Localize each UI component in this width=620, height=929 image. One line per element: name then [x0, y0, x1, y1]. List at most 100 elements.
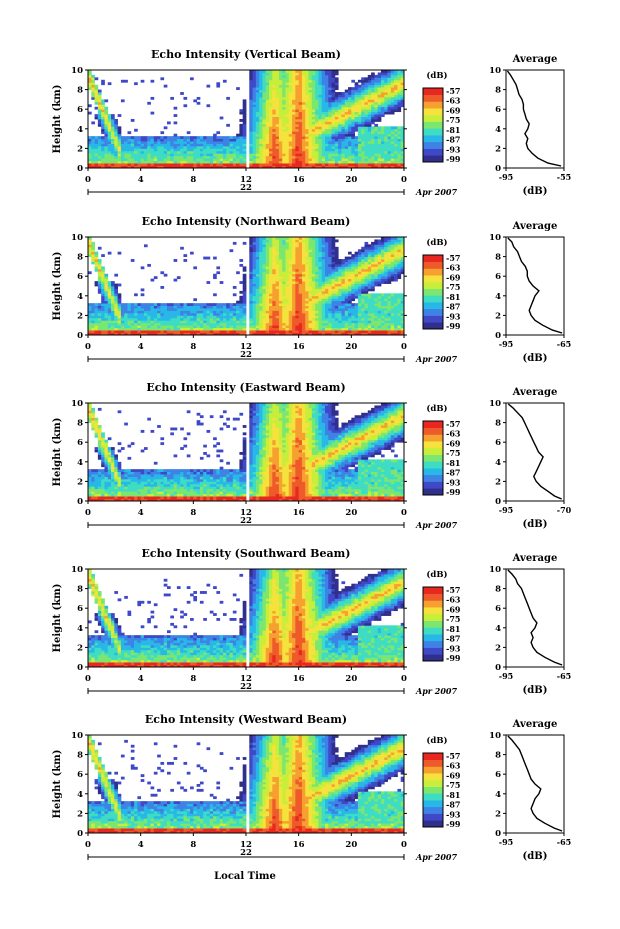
- heatmap-cell: [351, 261, 356, 265]
- heatmap-cell: [328, 256, 332, 260]
- heatmap-cell: [325, 266, 329, 270]
- heatmap-cell: [170, 303, 174, 306]
- heatmap-cell: [338, 261, 342, 265]
- heatmap-cell: [137, 327, 142, 331]
- heatmap-cell: [295, 283, 300, 287]
- heatmap-cell: [285, 82, 290, 86]
- heatmap-cell: [377, 126, 382, 130]
- heatmap-cell: [265, 273, 270, 277]
- heatmap-cell: [371, 293, 375, 297]
- heatmap-cell: [301, 283, 306, 287]
- heatmap-cell: [371, 312, 375, 316]
- heatmap-cell: [325, 281, 329, 284]
- heatmap-cell: [321, 303, 326, 306]
- heatmap-cell: [301, 237, 306, 240]
- heatmap-cell: [351, 278, 356, 282]
- heatmap-cell: [249, 293, 253, 297]
- heatmap-cell: [143, 136, 148, 139]
- heatmap-cell: [278, 308, 283, 311]
- heatmap-cell: [120, 150, 125, 154]
- heatmap-cell: [288, 300, 293, 304]
- heatmap-cell: [193, 310, 198, 314]
- heatmap-cell: [380, 160, 385, 164]
- heatmap-cell: [134, 128, 138, 132]
- heatmap-cell: [364, 303, 369, 306]
- heatmap-cell: [311, 111, 316, 115]
- heatmap-cell: [216, 131, 221, 135]
- figure-panels: Echo Intensity (Vertical Beam)0246810Hei…: [52, 48, 572, 862]
- heatmap-cell: [114, 158, 119, 162]
- heatmap-cell: [344, 111, 349, 115]
- heatmap-cell: [157, 155, 161, 159]
- heatmap-cell: [400, 82, 405, 86]
- heatmap-cell: [173, 145, 178, 149]
- heatmap-cell: [331, 322, 336, 326]
- heatmap-cell: [249, 273, 253, 277]
- heatmap-cell: [163, 320, 168, 324]
- heatmap-cell: [272, 298, 277, 302]
- heatmap-cell: [252, 89, 257, 93]
- heatmap-cell: [390, 104, 395, 108]
- heatmap-cell: [348, 101, 352, 105]
- heatmap-cell: [292, 143, 296, 147]
- heatmap-cell: [249, 133, 253, 137]
- heatmap-cell: [305, 119, 309, 122]
- heatmap-cell: [222, 305, 227, 309]
- heatmap-cell: [338, 158, 342, 162]
- heatmap-cell: [107, 155, 112, 159]
- heatmap-cell: [94, 268, 99, 272]
- heatmap-cell: [163, 165, 168, 169]
- heatmap-cell: [114, 131, 119, 135]
- heatmap-cell: [292, 77, 296, 81]
- heatmap-cell: [206, 150, 211, 154]
- heatmap-cell: [334, 77, 339, 81]
- heatmap-cell: [305, 332, 309, 336]
- heatmap-cell: [193, 312, 198, 316]
- heatmap-cell: [285, 308, 290, 311]
- heatmap-cell: [94, 330, 99, 333]
- heatmap-cell: [341, 281, 346, 284]
- heatmap-cell: [249, 101, 253, 105]
- heatmap-cell: [101, 150, 105, 154]
- heatmap-cell: [262, 123, 267, 127]
- heatmap-cell: [315, 293, 319, 297]
- heatmap-cell: [374, 330, 379, 333]
- heatmap-cell: [196, 96, 201, 100]
- heatmap-cell: [315, 155, 319, 159]
- heatmap-cell: [325, 99, 329, 103]
- heatmap-cell: [315, 305, 319, 309]
- heatmap-cell: [308, 104, 313, 108]
- heatmap-cell: [265, 77, 270, 81]
- heatmap-cell: [298, 266, 303, 270]
- heatmap-cell: [206, 160, 211, 164]
- heatmap-cell: [114, 317, 119, 321]
- heatmap-cell: [91, 121, 95, 125]
- heatmap-cell: [377, 241, 382, 245]
- heatmap-cell: [107, 310, 112, 314]
- heatmap-cell: [364, 246, 369, 250]
- heatmap-cell: [354, 160, 359, 164]
- heatmap-cell: [265, 251, 270, 255]
- heatmap-cell: [111, 128, 115, 132]
- heatmap-cell: [97, 153, 102, 157]
- heatmap-cell: [361, 276, 365, 280]
- heatmap-cell: [328, 101, 332, 105]
- heatmap-cell: [130, 150, 135, 154]
- heatmap-cell: [328, 327, 332, 331]
- heatmap-cell: [311, 325, 316, 329]
- heatmap-cell: [163, 305, 168, 309]
- heatmap-cell: [97, 111, 102, 115]
- heatmap-cell: [130, 317, 135, 321]
- heatmap-cell: [288, 308, 293, 311]
- heatmap-cell: [361, 261, 365, 265]
- heatmap-cell: [315, 148, 319, 152]
- heatmap-cell: [242, 305, 247, 309]
- heatmap-cell: [315, 278, 319, 282]
- heatmap-cell: [311, 263, 316, 267]
- heatmap-cell: [380, 70, 385, 73]
- heatmap-cell: [331, 246, 336, 250]
- heatmap-cell: [252, 286, 257, 289]
- heatmap-cell: [341, 155, 346, 159]
- heatmap-cell: [117, 308, 122, 311]
- heatmap-cell: [357, 251, 362, 255]
